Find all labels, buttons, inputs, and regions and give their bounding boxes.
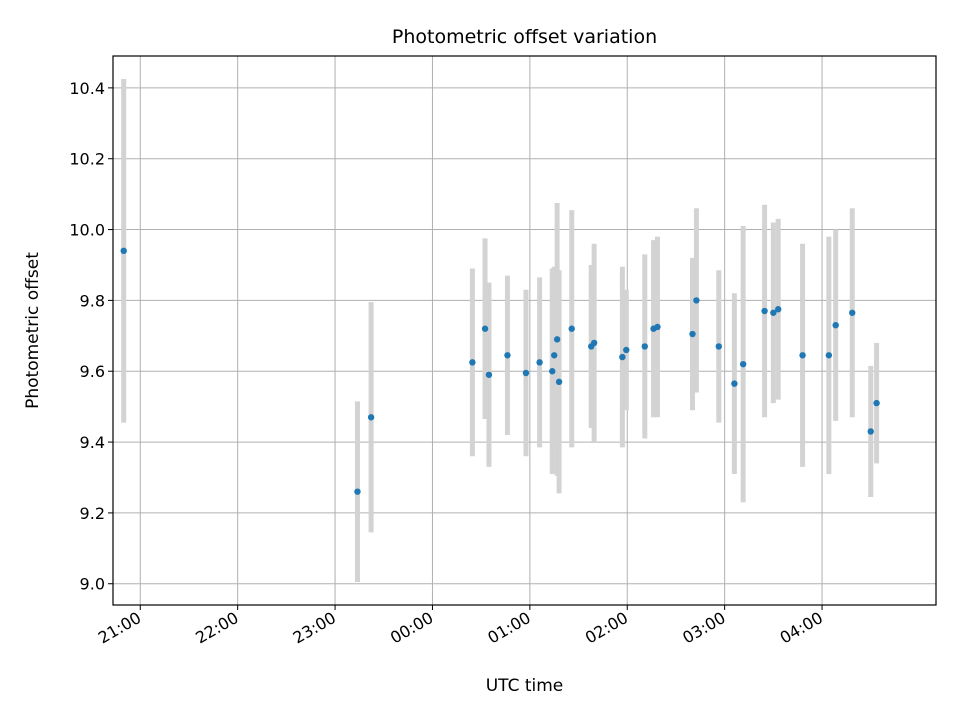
data-point (504, 352, 511, 359)
data-point (799, 352, 806, 359)
y-tick-label: 9.2 (80, 504, 105, 523)
data-point (469, 359, 476, 366)
data-point (761, 307, 768, 315)
x-tick-label: 23:00 (290, 608, 339, 648)
data-point (832, 321, 839, 329)
data-point (551, 352, 558, 359)
data-point (641, 343, 648, 350)
y-tick-label: 10.4 (69, 79, 105, 98)
data-point (715, 343, 723, 350)
data-point (549, 368, 556, 375)
data-point (536, 359, 543, 366)
x-tick-label: 22:00 (192, 608, 241, 648)
data-point (619, 353, 626, 361)
axis-ticks: 21:00 22:00 23:00 00:00 01:00 02:00 03:00 04:00… (69, 79, 826, 648)
y-tick-label: 9.0 (80, 575, 105, 594)
data-point (849, 309, 856, 316)
x-tick-label: 03:00 (679, 608, 728, 648)
chart-title: Photometric offset variation (392, 26, 657, 48)
plot-frame (112, 55, 937, 606)
data-point (590, 339, 598, 347)
x-tick-label: 00:00 (387, 608, 436, 648)
data-point (485, 371, 493, 378)
y-tick-label: 9.8 (80, 291, 105, 310)
data-point (775, 306, 782, 313)
error-bars (121, 79, 880, 582)
data-point (623, 346, 630, 354)
x-tick-label: 01:00 (484, 608, 533, 648)
data-point (825, 352, 833, 359)
y-tick-label: 9.4 (80, 433, 105, 452)
data-point (731, 380, 738, 387)
data-point (555, 378, 563, 386)
data-point (367, 414, 375, 421)
data-point (481, 325, 489, 332)
data-point (873, 399, 880, 407)
data-point (689, 330, 696, 338)
y-tick-label: 10.0 (69, 221, 105, 240)
x-tick-label: 21:00 (95, 608, 144, 648)
data-point (354, 488, 361, 495)
x-tick-label: 04:00 (777, 608, 826, 648)
data-point (568, 325, 575, 332)
y-tick-label: 10.2 (69, 150, 105, 169)
x-axis-title: UTC time (486, 676, 564, 696)
data-point (693, 297, 700, 304)
y-axis-title: Photometric offset (23, 252, 43, 409)
x-tick-label: 02:00 (582, 608, 631, 648)
data-point (553, 336, 561, 343)
data-point (867, 428, 874, 435)
data-point (522, 369, 530, 377)
y-tick-label: 9.6 (80, 362, 105, 381)
data-points (120, 247, 880, 495)
data-point (770, 309, 777, 316)
data-point (739, 360, 747, 368)
data-point (120, 247, 127, 255)
data-point (654, 323, 661, 331)
